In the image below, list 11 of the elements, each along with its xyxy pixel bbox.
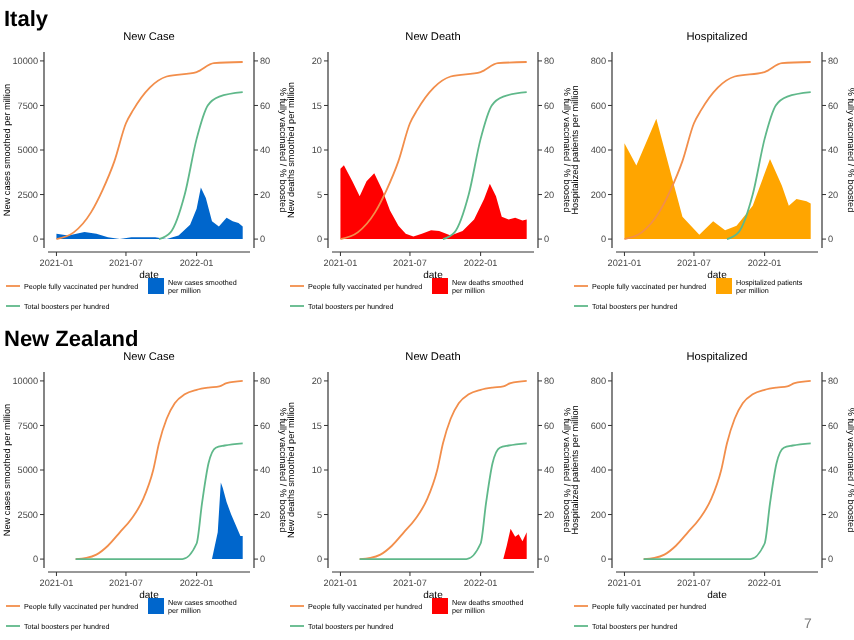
line-series <box>358 442 528 560</box>
line-series <box>74 442 244 560</box>
line-series <box>642 442 812 560</box>
line-series <box>726 91 812 240</box>
line-series <box>158 91 244 240</box>
text: New Zealand <box>4 328 139 352</box>
text: Italy <box>4 8 50 32</box>
line-series <box>55 61 244 240</box>
line-series <box>339 61 528 240</box>
line-series <box>442 91 528 240</box>
line-series <box>623 61 812 240</box>
